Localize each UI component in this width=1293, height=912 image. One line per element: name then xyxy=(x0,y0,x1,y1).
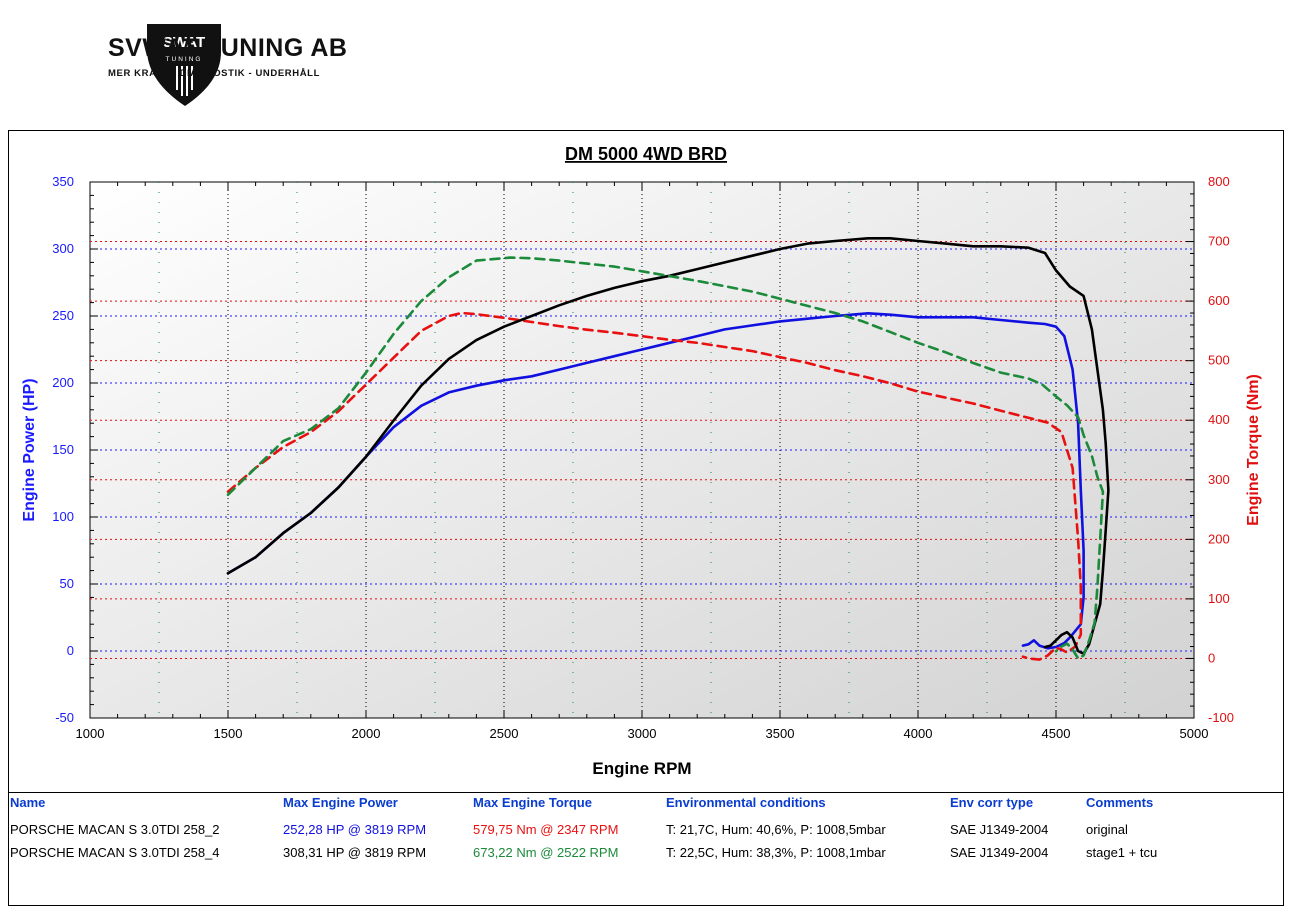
y-tick-label-left: 350 xyxy=(52,174,74,189)
brand-logo: SWAT TUNING xyxy=(147,24,221,106)
y-tick-label-right: 400 xyxy=(1208,412,1230,427)
row2-torque: 673,22 Nm @ 2522 RPM xyxy=(473,845,619,860)
col-header-env: Environmental conditions xyxy=(666,795,826,810)
run-info-table: Name Max Engine Power Max Engine Torque … xyxy=(8,792,1284,907)
x-tick-label: 4000 xyxy=(904,726,933,741)
chart-title: DM 5000 4WD BRD xyxy=(565,144,727,164)
x-tick-label: 3500 xyxy=(766,726,795,741)
row1-comment: original xyxy=(1086,822,1128,837)
report-frame xyxy=(8,130,1284,906)
logo-text: SWAT xyxy=(163,34,205,51)
y-tick-label-left: 150 xyxy=(52,442,74,457)
col-header-torque: Max Engine Torque xyxy=(473,795,592,810)
y-tick-label-right: 200 xyxy=(1208,531,1230,546)
axes: 1000 1500 2000 2500 3000 3500 4000 4500 50003503… xyxy=(52,174,1234,741)
logo-subtext: TUNING xyxy=(166,56,203,63)
x-tick-label: 2000 xyxy=(352,726,381,741)
y-tick-label-right: 0 xyxy=(1208,650,1215,665)
y-tick-label-right: 100 xyxy=(1208,591,1230,606)
y-tick-label-left: 300 xyxy=(52,241,74,256)
brand-name: SVWAT TUNING AB xyxy=(108,34,348,62)
y-tick-label-right: 800 xyxy=(1208,174,1230,189)
row2-corr: SAE J1349-2004 xyxy=(950,845,1049,860)
y-tick-label-right: 500 xyxy=(1208,353,1230,368)
series-line-1 xyxy=(226,312,1085,650)
grid xyxy=(90,182,1194,718)
y-tick-label-right: 700 xyxy=(1208,234,1230,249)
col-header-comments: Comments xyxy=(1086,795,1154,810)
series-line-2 xyxy=(226,311,1083,661)
x-tick-label: 4500 xyxy=(1042,726,1071,741)
y-tick-label-right: -100 xyxy=(1208,710,1234,725)
y-axis-label-left: Engine Power (HP) xyxy=(21,378,38,521)
y-tick-label-left: 100 xyxy=(52,509,74,524)
brand-tagline: MER KRAFT - DIAGNOSTIK - UNDERHÅLL xyxy=(108,68,320,79)
dyno-chart: DM 5000 4WD BRD 1000 1500 2000 2500 3000 3500… xyxy=(21,144,1262,778)
x-tick-label: 5000 xyxy=(1180,726,1209,741)
col-header-power: Max Engine Power xyxy=(283,795,398,810)
y-tick-label-left: 250 xyxy=(52,308,74,323)
x-tick-label: 1500 xyxy=(214,726,243,741)
y-tick-label-left: 0 xyxy=(67,643,74,658)
row1-power: 252,28 HP @ 3819 RPM xyxy=(283,822,427,837)
row1-torque: 579,75 Nm @ 2347 RPM xyxy=(473,822,619,837)
y-tick-label-left: -50 xyxy=(55,710,74,725)
row2-comment: stage1 + tcu xyxy=(1086,845,1158,860)
row1-corr: SAE J1349-2004 xyxy=(950,822,1049,837)
col-header-name: Name xyxy=(10,795,46,810)
x-tick-label: 1000 xyxy=(76,726,105,741)
y-tick-label-right: 300 xyxy=(1208,472,1230,487)
x-axis-label: Engine RPM xyxy=(592,759,691,778)
row2-name: PORSCHE MACAN S 3.0TDI 258_4 xyxy=(10,845,220,860)
y-tick-label-right: 600 xyxy=(1208,293,1230,308)
series-group xyxy=(226,237,1110,661)
y-tick-label-left: 200 xyxy=(52,375,74,390)
row2-power: 308,31 HP @ 3819 RPM xyxy=(283,845,427,860)
x-tick-label: 3000 xyxy=(628,726,657,741)
y-axis-label-right: Engine Torque (Nm) xyxy=(1245,374,1262,526)
y-tick-label-left: 50 xyxy=(60,576,74,591)
row2-env: T: 22,5C, Hum: 38,3%, P: 1008,1mbar xyxy=(666,845,886,860)
row1-name: PORSCHE MACAN S 3.0TDI 258_2 xyxy=(10,822,220,837)
shield-icon xyxy=(147,24,221,106)
x-tick-label: 2500 xyxy=(490,726,519,741)
row1-env: T: 21,7C, Hum: 40,6%, P: 1008,5mbar xyxy=(666,822,886,837)
series-line-4 xyxy=(226,256,1105,660)
col-header-corr: Env corr type xyxy=(950,795,1034,810)
